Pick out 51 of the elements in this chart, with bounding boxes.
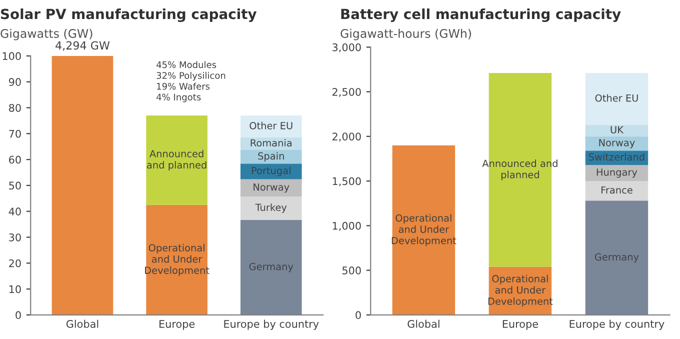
y-tick-label: 2,000 — [332, 132, 361, 142]
y-tick-label: 20 — [9, 259, 21, 268]
bar — [585, 200, 648, 315]
series-label: Other EU — [250, 122, 292, 130]
y-tick-label: 80 — [9, 104, 21, 112]
series-label: Switzerland — [589, 153, 644, 161]
y-tick-label: 2,500 — [332, 88, 361, 97]
series-label: Announced and planned — [147, 150, 206, 171]
y-tick-label: 70 — [9, 130, 21, 138]
y-tick-label: 60 — [9, 156, 21, 164]
bar — [585, 181, 648, 201]
bar — [392, 145, 456, 315]
x-tick-label: Europe — [160, 320, 195, 330]
y-tick-label: 90 — [8, 78, 21, 86]
series-label: Romania — [250, 139, 292, 147]
x-tick-label: Europe — [502, 320, 538, 330]
x-tick-label: Global — [408, 320, 440, 328]
chart-subtitle: Gigawatts (GW) — [0, 28, 92, 40]
chart-title: Battery cell manufacturing capacity — [341, 8, 621, 22]
series-label: Portugal — [252, 166, 290, 176]
bar — [585, 164, 648, 182]
y-tick-label: 1,500 — [332, 177, 361, 186]
series-label: Germany — [594, 253, 639, 263]
y-tick-label: 100 — [2, 52, 21, 60]
series-label: Other EU — [595, 94, 638, 102]
y-tick-label: 0 — [356, 311, 361, 320]
y-tick-label: 10 — [9, 285, 21, 294]
y-tick-label: 1,000 — [332, 222, 361, 231]
y-tick-label: 0 — [16, 311, 21, 320]
series-label: UK — [610, 126, 624, 134]
x-tick-label: Europe by country — [224, 320, 319, 330]
y-tick-label: 40 — [8, 208, 21, 216]
x-tick-label: Europe by country — [570, 320, 664, 330]
x-tick-label: Global — [66, 320, 98, 328]
bar — [585, 124, 648, 136]
series-label: Norway — [254, 183, 290, 193]
y-tick-label: 30 — [9, 233, 21, 242]
y-tick-label: 3,000 — [332, 43, 361, 52]
annotation: 4,294 GW — [56, 41, 110, 51]
series-label: France — [602, 186, 632, 194]
annotation: 45% Modules 32% Polysilicon 19% Wafers 4% Ingots — [156, 61, 226, 102]
series-label: Germany — [249, 262, 294, 272]
chart-title: Solar PV manufacturing capacity — [0, 8, 257, 22]
series-label: Norway — [599, 139, 635, 148]
y-tick-label: 500 — [342, 266, 361, 274]
y-tick-label: 50 — [9, 182, 21, 190]
series-label: Spain — [258, 152, 284, 162]
series-label: Turkey — [255, 204, 287, 213]
series-label: Hungary — [596, 168, 638, 178]
bar — [585, 73, 648, 125]
chart-subtitle: Gigawatt-hours (GWh) — [340, 28, 472, 40]
